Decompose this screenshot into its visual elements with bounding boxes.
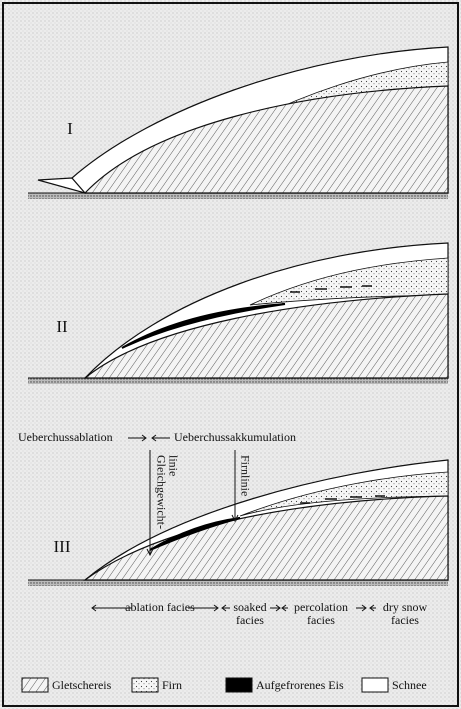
panel-label: II [56, 317, 68, 336]
zone-label: Ueberchussakkumulation [174, 430, 296, 444]
facies-label: dry snow [383, 600, 428, 614]
facies-label: facies [307, 613, 335, 627]
legend-swatch [131, 677, 159, 693]
panel-label: III [54, 537, 71, 556]
line-label: Gleichgewicht- [154, 455, 168, 529]
legend-label: Firn [162, 678, 182, 692]
legend-label: Schnee [392, 678, 427, 692]
facies-label: facies [236, 613, 264, 627]
facies-label: facies [391, 613, 419, 627]
legend-label: Aufgefrorenes Eis [256, 678, 344, 692]
panel-1 [28, 46, 449, 199]
legend-label: Gletschereis [52, 678, 112, 692]
zone-label: Ueberchussablation [18, 430, 113, 444]
legend-swatch [225, 677, 253, 693]
facies-label: ablation facies [125, 600, 195, 614]
facies-label: percolation [294, 600, 348, 614]
line-label: Firnlinie [238, 455, 252, 496]
panel-3 [28, 459, 449, 586]
legend-swatch [21, 677, 49, 693]
legend-swatch [361, 677, 389, 693]
facies-label: soaked [233, 600, 266, 614]
panel-2 [28, 242, 449, 384]
line-label: linie [166, 455, 180, 476]
arrows [91, 434, 376, 612]
panel-label: I [67, 119, 73, 138]
